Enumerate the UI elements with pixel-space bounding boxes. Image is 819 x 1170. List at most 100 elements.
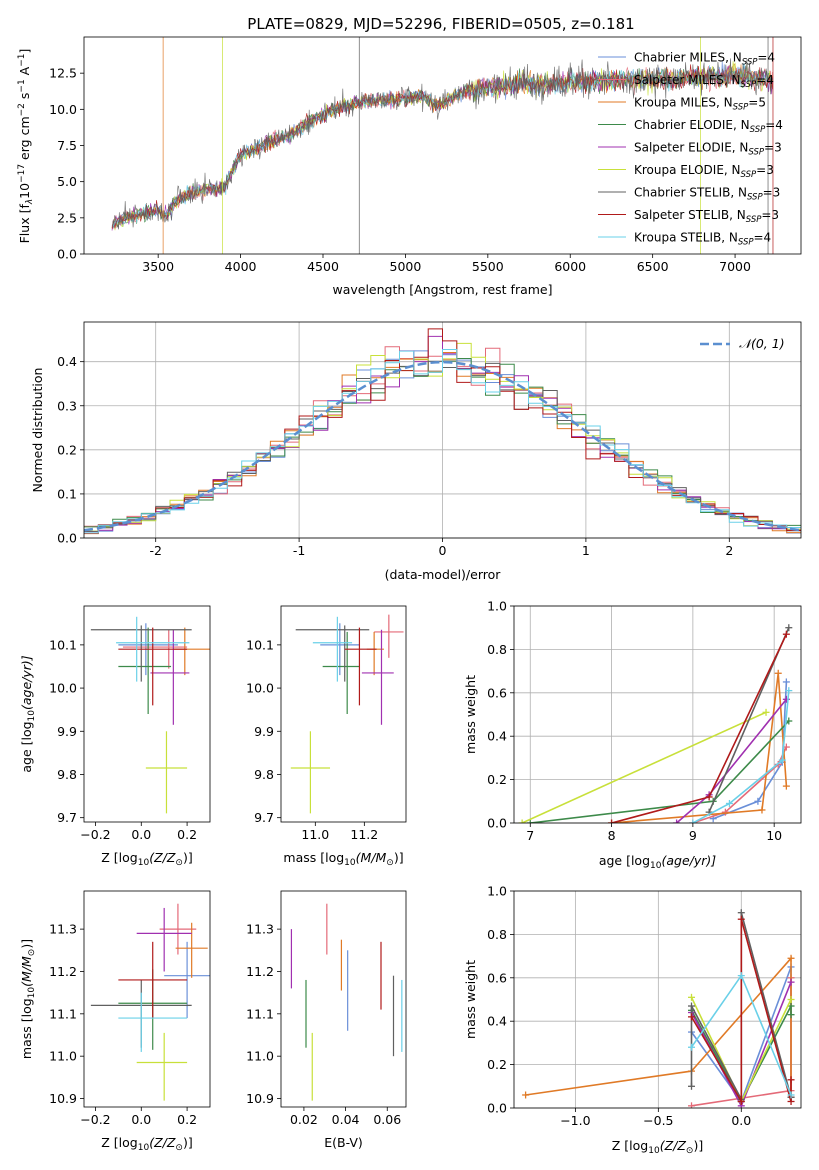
weight-vs-z-ytick-label: 1.0 (487, 884, 507, 899)
spectrum-xtick-label: 7000 (719, 259, 751, 274)
weight-vs-age-xtick-label: 10 (766, 828, 782, 843)
spectrum-ytick-label: 10.0 (49, 102, 77, 117)
legend-entry-suffix: =5 (748, 96, 766, 110)
age-vs-z-ytick-label: 10.1 (49, 637, 77, 652)
mass-vs-z-ylabel-part: )] (19, 939, 34, 949)
spectrum-frame (83, 36, 802, 255)
mass-vs-ebv-ytick-label: 11.0 (246, 1049, 274, 1064)
residual-xtick-label: 0 (439, 543, 447, 558)
age-vs-mass-ytick-label: 10.0 (246, 681, 274, 696)
mass-vs-z-xlabel-part: ⊙ (175, 1143, 183, 1153)
spectrum-chart: 3500 4000 4500 5000 5500 6000 6500 7000 0.0 2.5 5.… (17, 36, 802, 297)
age-vs-z-ytick-label: 9.8 (57, 767, 77, 782)
weight-vs-age-xlabel-part: age [log (599, 853, 650, 868)
spectrum-xtick-label: 5500 (472, 259, 504, 274)
legend-entry-name: Salpeter ELODIE, N (634, 141, 748, 155)
weight-vs-z-ytick-label: 0.6 (487, 970, 507, 985)
weight-vs-age-series-line (611, 633, 788, 823)
mass-vs-z-xlabel-part: Z [log (101, 1135, 137, 1150)
spectrum-xtick-label: 6500 (637, 259, 669, 274)
mass-vs-ebv-xtick-label: 0.06 (373, 1112, 401, 1127)
age-vs-z: −0.2 0.0 0.29.79.89.910.010.1Z [log10(Z/Z⊙… (19, 605, 211, 868)
mass-vs-z-xtick-label: 0.0 (131, 1112, 151, 1127)
mass-vs-z-frame (83, 890, 211, 1108)
mass-vs-z-points (90, 903, 210, 1101)
spectrum-ytick-label: 7.5 (57, 138, 77, 153)
spectrum-ylabel-part: ] (17, 49, 32, 54)
age-vs-z-xlabel-part: Z [log (101, 850, 137, 865)
legend-entry: Chabrier MILES, NSSP=4 (634, 51, 775, 68)
age-vs-z-xlabel-part: 10 (138, 858, 150, 868)
residual-xtick-label: -2 (149, 543, 161, 558)
mass-vs-ebv-ytick-label: 11.2 (246, 964, 274, 979)
mass-vs-z-xtick-label: −0.2 (80, 1112, 110, 1127)
residual-xtick-label: 1 (582, 543, 590, 558)
residual-frame (83, 321, 802, 539)
age-vs-z-ytick-label: 9.9 (57, 724, 77, 739)
residual-ytick-label: 0.3 (57, 398, 77, 413)
legend-entry: Salpeter STELIB, NSSP=3 (634, 208, 779, 225)
weight-vs-z-ytick-label: 0.4 (487, 1014, 507, 1029)
weight-vs-z-xlabel-part: (Z/Z (660, 1138, 687, 1153)
legend-entry-sub: SSP (733, 103, 749, 113)
age-vs-mass-xtick-label: 11.0 (301, 827, 329, 842)
weight-vs-z-series-line (690, 918, 792, 1105)
spectrum-xtick-label: 4000 (225, 259, 257, 274)
weight-vs-age-frame (513, 605, 802, 824)
age-vs-z-xlabel-part: ⊙ (175, 858, 183, 868)
spectrum-ylabel-part: −1 (17, 54, 27, 67)
age-vs-z-points (90, 616, 210, 814)
age-vs-z-ylabel-part: age [log (19, 721, 34, 772)
mass-vs-z-ylabel-part: ⊙ (27, 949, 37, 957)
age-vs-z-ytick-label: 9.7 (57, 810, 77, 825)
weight-vs-age-series-line (692, 690, 790, 823)
spectrum-xtick-label: 5000 (390, 259, 422, 274)
residual-ytick-label: 0.2 (57, 442, 77, 457)
mass-vs-z-ylabel: mass [log10(M/M⊙)] (19, 939, 37, 1059)
weight-vs-age-ylabel: mass weight (463, 675, 478, 754)
legend-entry-suffix: =4 (756, 73, 774, 87)
residual-step-series (84, 349, 801, 534)
mass-vs-z-xlabel-part: )] (183, 1135, 193, 1150)
mass-vs-z-xlabel-part: 10 (138, 1143, 150, 1153)
weight-vs-age-ytick-label: 0.0 (487, 816, 507, 831)
legend-entry: Salpeter ELODIE, NSSP=3 (634, 141, 782, 158)
spectrum-ylabel-part: A (17, 66, 32, 79)
weight-vs-z-xtick-label: 0.0 (731, 1113, 751, 1128)
spectrum-xlabel: wavelength [Angstrom, rest frame] (332, 282, 552, 297)
legend-entry-suffix: =4 (757, 51, 775, 65)
age-vs-mass-xlabel-part: (M/M (356, 850, 387, 865)
residual-step-series (84, 335, 801, 533)
residual-xlabel: (data-model)/error (385, 567, 502, 582)
normal-pdf-curve (84, 360, 801, 532)
mass-vs-z-ytick-label: 11.1 (49, 1006, 77, 1021)
age-vs-mass-xlabel: mass [log10(M/M⊙)] (283, 850, 403, 868)
legend-entry: Chabrier ELODIE, NSSP=4 (634, 118, 783, 135)
weight-vs-z-xtick-label: −1.0 (560, 1113, 590, 1128)
spectrum-ylabel-part: −2 (17, 103, 27, 116)
weight-vs-z-xlabel-part: )] (693, 1138, 703, 1153)
mass-vs-ebv-frame (280, 890, 407, 1108)
age-vs-mass: 11.0 11.2 9.7 9.8 9.9 10.0 10.1 mass [log10(M/M… (246, 605, 407, 868)
age-vs-z-ytick-label: 10.0 (49, 681, 77, 696)
spectrum-xtick-label: 4500 (307, 259, 339, 274)
age-vs-z-xlabel-part: (Z/Z (149, 850, 176, 865)
mass-vs-z-xtick-label: 0.2 (177, 1112, 197, 1127)
residual-ytick-label: 0.1 (57, 486, 77, 501)
spectrum-ylabel-part: s (17, 93, 32, 104)
legend-entry-sub: SSP (748, 148, 764, 158)
legend-entry-sub: SSP (746, 215, 762, 225)
spectrum-ytick-label: 2.5 (57, 210, 77, 225)
weight-vs-z-ytick-label: 0.0 (487, 1101, 507, 1116)
weight-vs-z-ytick-label: 0.2 (487, 1057, 507, 1072)
weight-vs-age-ytick-label: 0.2 (487, 772, 507, 787)
legend-entry-name: Kroupa MILES, N (634, 96, 733, 110)
spectrum-ylabel-part: Flux [f (17, 204, 32, 244)
legend-entry-suffix: =3 (761, 208, 779, 222)
age-vs-z-ylabel-part: 10 (27, 710, 37, 722)
mass-vs-z-ytick-label: 10.9 (49, 1091, 77, 1106)
age-vs-mass-points (290, 614, 404, 814)
weight-vs-z-xlabel-part: ⊙ (686, 1146, 694, 1156)
mass-vs-z-ytick-label: 11.0 (49, 1049, 77, 1064)
